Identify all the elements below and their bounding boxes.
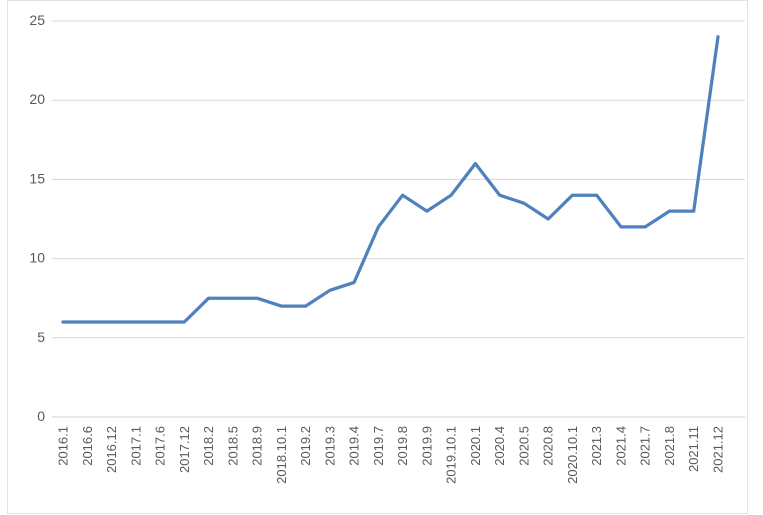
- y-tick-label: 15: [29, 170, 45, 186]
- x-tick-label: 2018.10.1: [274, 426, 289, 484]
- x-tick-label: 2017.1: [128, 426, 143, 466]
- x-tick-label: 2020.5: [516, 426, 531, 466]
- x-tick-label: 2021.12: [711, 426, 726, 473]
- x-tick-label: 2019.2: [298, 426, 313, 466]
- x-tick-label: 2021.3: [589, 426, 604, 466]
- x-tick-label: 2020.1: [468, 426, 483, 466]
- x-tick-label: 2020.4: [492, 426, 507, 466]
- y-tick-label: 5: [37, 329, 45, 345]
- x-tick-label: 2018.2: [201, 426, 216, 466]
- x-tick-label: 2020.8: [541, 426, 556, 466]
- x-tick-label: 2016.6: [80, 426, 95, 466]
- x-tick-label: 2019.8: [395, 426, 410, 466]
- x-tick-label: 2017.6: [153, 426, 168, 466]
- y-tick-label: 10: [29, 250, 45, 266]
- x-tick-label: 2021.7: [638, 426, 653, 466]
- x-tick-label: 2019.10.1: [444, 426, 459, 484]
- y-tick-label: 20: [29, 91, 45, 107]
- x-tick-label: 2020.10.1: [565, 426, 580, 484]
- x-tick-label: 2016.1: [56, 426, 71, 466]
- x-tick-label: 2016.12: [104, 426, 119, 473]
- chart-border: [7, 0, 748, 514]
- x-tick-label: 2018.9: [250, 426, 265, 466]
- x-tick-label: 2018.5: [225, 426, 240, 466]
- x-tick-label: 2019.9: [419, 426, 434, 466]
- data-line-series: [61, 35, 720, 324]
- x-tick-label: 2019.4: [347, 426, 362, 466]
- x-tick-label: 2019.3: [322, 426, 337, 466]
- x-tick-label: 2019.7: [371, 426, 386, 466]
- y-tick-label: 0: [37, 408, 45, 424]
- x-tick-label: 2017.12: [177, 426, 192, 473]
- x-tick-label: 2021.8: [662, 426, 677, 466]
- x-tick-label: 2021.4: [613, 426, 628, 466]
- x-tick-label: 2021.11: [686, 426, 701, 472]
- y-tick-label: 25: [29, 12, 45, 28]
